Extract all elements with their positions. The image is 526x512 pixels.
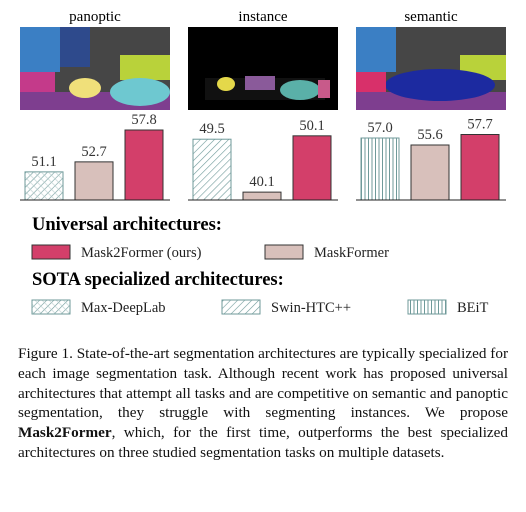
- value-label: 52.7: [81, 144, 106, 160]
- legend-swatch: [221, 299, 261, 315]
- bar: [292, 135, 332, 201]
- chart-title: panoptic: [69, 9, 121, 25]
- caption-bold: Mask2Former: [18, 424, 112, 442]
- chart-title: semantic: [404, 9, 458, 25]
- bar: [460, 134, 500, 201]
- legend-label: Swin-HTC++: [271, 300, 351, 316]
- legend-title: SOTA specialized architectures:: [32, 270, 284, 290]
- bar: [124, 129, 164, 201]
- panoptic-image: [20, 27, 170, 110]
- legend-swatch: [31, 299, 71, 315]
- legend-swatch: [264, 244, 304, 260]
- bar: [242, 191, 282, 201]
- value-label: 50.1: [299, 118, 324, 134]
- legend-label: Max-DeepLab: [81, 300, 166, 316]
- caption-text: Figure 1. State-of-the-art segmentation …: [18, 345, 508, 422]
- legend-label: BEiT: [457, 300, 489, 316]
- legend-label: MaskFormer: [314, 245, 389, 261]
- caption: Figure 1. State-of-the-art segmentation …: [18, 344, 508, 463]
- value-label: 57.7: [467, 117, 492, 133]
- legend-swatch: [407, 299, 447, 315]
- value-label: 57.8: [131, 112, 156, 128]
- bar: [24, 171, 64, 201]
- value-label: 55.6: [417, 127, 442, 143]
- bar: [74, 161, 114, 201]
- bar: [360, 137, 400, 201]
- instance-image: [188, 27, 338, 110]
- value-label: 40.1: [249, 174, 274, 190]
- bar: [192, 138, 232, 201]
- legend-title: Universal architectures:: [32, 215, 222, 235]
- semantic-image: [356, 27, 506, 110]
- legend-label: Mask2Former (ours): [81, 245, 202, 261]
- legend-swatch: [31, 244, 71, 260]
- value-label: 51.1: [31, 154, 56, 170]
- bar: [410, 144, 450, 201]
- chart-figure: panoptic 51.1 52.7 57.8 instance 49.5 40.1 50.1…: [20, 9, 506, 316]
- value-label: 57.0: [367, 120, 392, 136]
- chart-title: instance: [238, 9, 287, 25]
- caption-text: , which, for the first time, outperforms…: [18, 424, 508, 461]
- value-label: 49.5: [199, 121, 224, 137]
